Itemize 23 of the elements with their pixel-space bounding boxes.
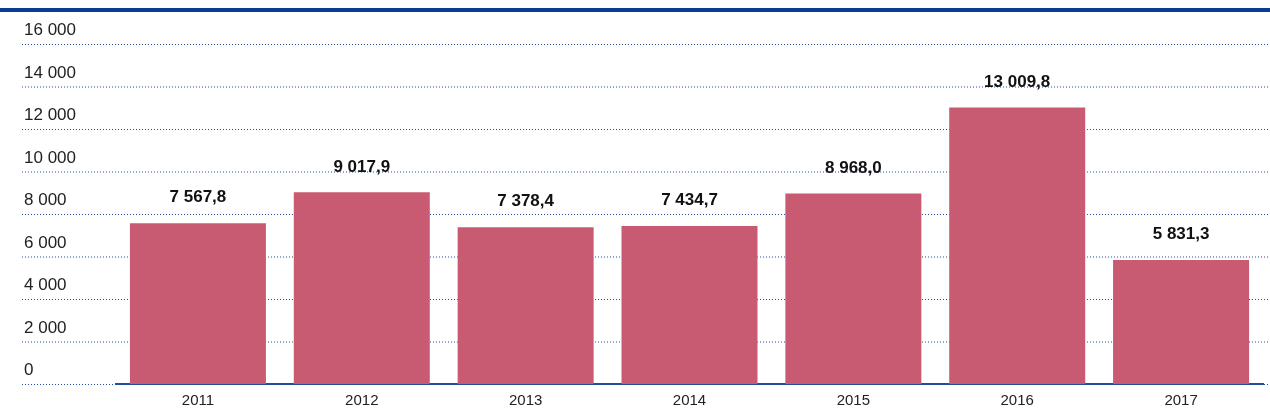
y-tick-label: 12 000 [24, 105, 76, 125]
data-label: 5 831,3 [1152, 224, 1210, 244]
y-tick-label: 8 000 [24, 190, 67, 210]
x-tick-label: 2011 [181, 391, 215, 409]
data-label: 9 017,9 [333, 156, 391, 176]
y-tick-label: 6 000 [24, 232, 67, 252]
x-tick-label: 2017 [1164, 391, 1198, 409]
data-label: 8 968,0 [824, 157, 882, 177]
data-label: 7 434,7 [661, 190, 718, 210]
x-tick-label: 2015 [836, 391, 871, 409]
x-tick-label: 2014 [672, 391, 707, 409]
x-tick-label: 2013 [508, 391, 543, 409]
data-label: 13 009,8 [984, 71, 1051, 91]
data-label: 7 378,4 [497, 191, 555, 211]
x-tick-label: 2016 [1000, 391, 1034, 409]
x-tick-label: 2012 [345, 391, 379, 409]
data-label: 7 567,8 [169, 187, 227, 207]
y-tick-label: 16 000 [24, 20, 76, 40]
y-tick-label: 10 000 [24, 147, 76, 167]
y-tick-label: 4 000 [24, 275, 67, 295]
y-tick-label: 0 [24, 360, 34, 380]
y-tick-label: 14 000 [24, 62, 76, 82]
y-tick-label: 2 000 [24, 317, 67, 337]
